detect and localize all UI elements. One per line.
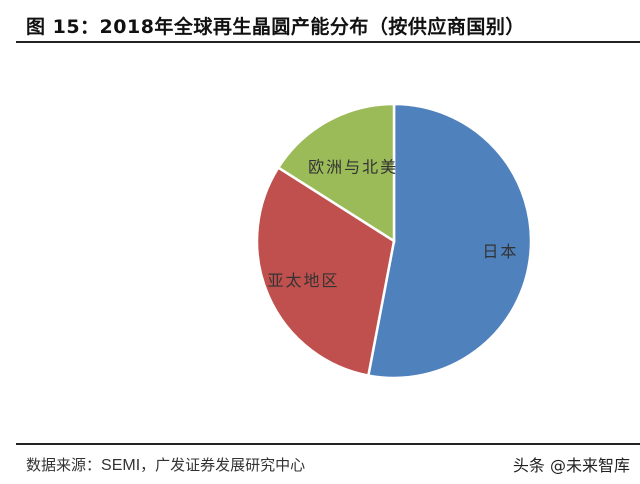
- watermark: 头条 @未来智库: [512, 456, 630, 475]
- pie-label-1: 亚太地区: [267, 271, 339, 290]
- figure-title: 图 15：2018年全球再生晶圆产能分布（按供应商国别）: [26, 16, 525, 38]
- pie-label-2: 欧洲与北美: [308, 158, 398, 177]
- pie-slice-2: [276, 102, 396, 244]
- pie-label-0: 日本: [482, 242, 518, 261]
- source-note: 数据来源：SEMI，广发证券发展研究中心: [26, 454, 305, 475]
- bottom-divider: [16, 443, 640, 445]
- pie-slice-0: [366, 102, 533, 380]
- source-org: SEMI: [101, 457, 141, 474]
- source-label: 数据来源：: [26, 456, 102, 474]
- top-divider: [16, 41, 640, 43]
- pie-slices: [255, 102, 533, 380]
- source-rest: ，广发证券发展研究中心: [140, 456, 306, 474]
